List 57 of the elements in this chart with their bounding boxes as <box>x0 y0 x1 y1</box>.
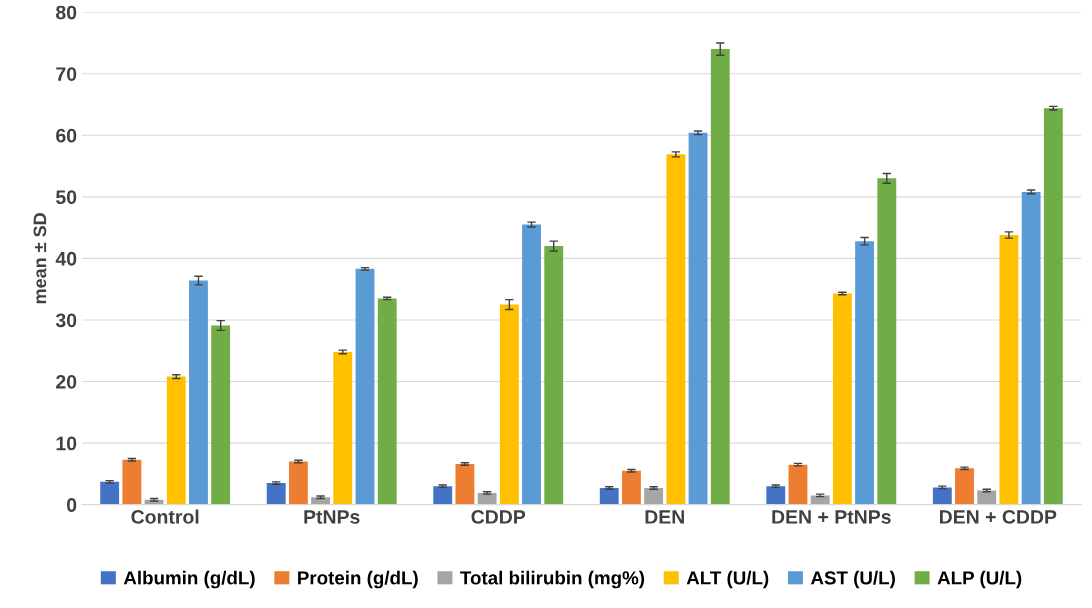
bar <box>622 470 641 505</box>
bar <box>766 486 786 505</box>
bar <box>311 497 331 505</box>
legend-label: Albumin (g/dL) <box>123 570 255 589</box>
bar <box>788 464 808 505</box>
bar <box>189 280 208 505</box>
x-tick-label: CDDP <box>471 510 526 524</box>
bar <box>1021 191 1041 505</box>
bar <box>377 298 397 505</box>
bar <box>855 241 875 505</box>
bar <box>688 132 708 505</box>
bar <box>932 487 952 505</box>
bar <box>544 246 564 505</box>
bar <box>288 461 308 505</box>
bar <box>333 351 353 505</box>
bar <box>999 235 1019 505</box>
bar <box>832 293 852 505</box>
legend-label: ALT (U/L) <box>686 570 769 589</box>
bar <box>100 481 120 505</box>
bar <box>977 490 997 505</box>
bar <box>599 488 619 505</box>
bar <box>455 464 475 505</box>
y-tick-label: 30 <box>55 313 77 328</box>
y-tick-label: 80 <box>56 5 77 20</box>
legend-label: Total bilirubin (mg%) <box>460 570 645 589</box>
bar <box>477 492 497 505</box>
legend-label: ALP (U/L) <box>937 570 1022 589</box>
y-axis-title: mean ± SD <box>33 213 47 304</box>
bar <box>955 468 974 505</box>
bar <box>355 268 375 505</box>
bar <box>810 495 830 505</box>
y-tick-label: 0 <box>66 498 77 512</box>
bar <box>522 224 541 505</box>
bar <box>710 49 730 505</box>
legend-label: Protein (g/dL) <box>298 570 418 589</box>
y-tick-label: 70 <box>56 67 77 81</box>
x-tick-label: DEN + PtNPs <box>772 510 891 524</box>
bar <box>877 178 897 505</box>
y-tick-label: 10 <box>56 436 77 451</box>
y-tick-label: 20 <box>56 374 77 389</box>
legend-label: AST (U/L) <box>810 570 895 589</box>
x-tick-label: DEN <box>645 510 684 524</box>
bar <box>166 376 186 505</box>
x-tick-label: Control <box>131 509 199 524</box>
x-tick-label: PtNPs <box>304 510 360 524</box>
bar <box>211 325 231 505</box>
x-tick-label: DEN + CDDP <box>939 510 1057 524</box>
bar <box>644 488 664 505</box>
bar <box>266 483 286 505</box>
bar <box>499 304 519 505</box>
bar <box>433 486 453 505</box>
bar <box>1043 108 1063 505</box>
bar <box>122 459 142 505</box>
y-tick-label: 40 <box>55 251 77 266</box>
bar <box>666 154 686 505</box>
y-tick-label: 60 <box>56 128 77 143</box>
y-tick-label: 50 <box>56 190 77 205</box>
